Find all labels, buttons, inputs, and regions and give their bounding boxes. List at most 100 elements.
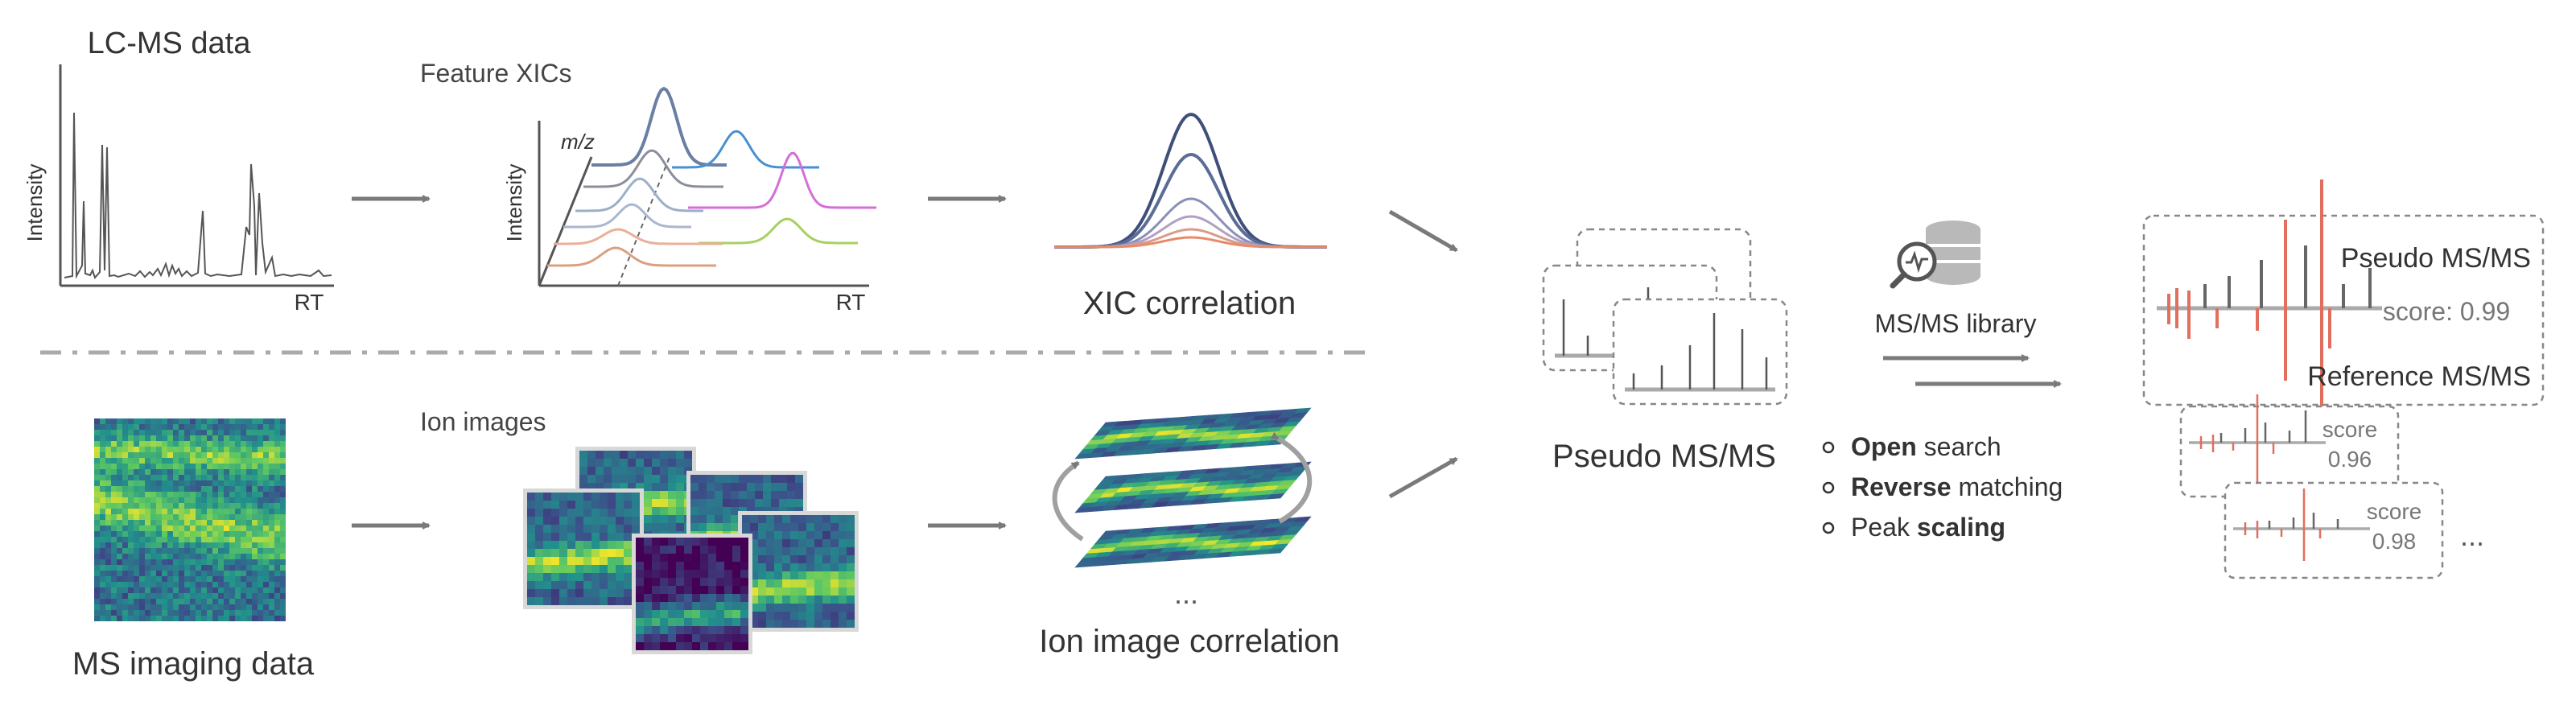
ion-pixel — [798, 612, 806, 620]
xics-xlabel: RT — [836, 290, 866, 315]
ion-pixel — [847, 604, 855, 612]
msi-pixel — [229, 430, 235, 435]
msi-pixel — [263, 492, 269, 497]
ion-pixel — [660, 626, 668, 634]
msi-pixel — [128, 469, 134, 475]
ion-pixel — [567, 549, 575, 557]
msi-pixel — [139, 469, 145, 475]
ion-pixel — [676, 562, 684, 570]
msi-pixel — [179, 424, 184, 430]
msi-pixel — [134, 587, 139, 593]
msi-pixel — [229, 542, 235, 548]
ion-pixel — [847, 515, 855, 523]
msi-pixel — [246, 441, 252, 447]
ion-pixel — [567, 517, 575, 525]
msi-pixel — [201, 458, 207, 464]
msi-pixel — [139, 593, 145, 599]
ion-pixel — [559, 501, 567, 509]
msi-pixel — [246, 526, 252, 531]
msi-pixel — [229, 565, 235, 571]
msi-pixel — [229, 599, 235, 604]
msi-pixel — [156, 582, 162, 587]
msi-pixel — [122, 430, 128, 435]
ion-pixel — [644, 642, 652, 650]
ion-pixel — [583, 493, 591, 501]
ion-pixel — [847, 563, 855, 571]
ion-pixel — [583, 565, 591, 573]
arrow-icon — [1388, 209, 1458, 253]
ion-pixel — [740, 586, 748, 594]
msi-pixel — [117, 554, 122, 559]
msi-pixel — [173, 542, 179, 548]
msi-pixel — [139, 464, 145, 469]
msi-pixel — [150, 418, 156, 424]
msi-pixel — [196, 548, 201, 554]
ion-pixel — [652, 578, 660, 586]
ion-pixel — [591, 501, 600, 509]
ion-pixel — [628, 483, 636, 491]
msi-pixel — [179, 464, 184, 469]
ion-pixel — [543, 573, 551, 581]
msi-pixel — [201, 616, 207, 621]
ion-pixel — [644, 562, 652, 570]
msi-pixel — [241, 587, 246, 593]
ion-pixel — [758, 523, 766, 531]
ion-pixel — [624, 581, 632, 589]
msi-pixel — [139, 604, 145, 610]
ion-pixel — [587, 459, 596, 467]
ion-pixel — [620, 467, 628, 475]
ion-pixel — [608, 573, 616, 581]
ion-plane — [1074, 407, 1312, 460]
msi-pixel — [235, 441, 241, 447]
msi-pixel — [134, 526, 139, 531]
ion-pixel — [766, 547, 774, 555]
msi-pixel — [196, 469, 201, 475]
ion-pixel — [758, 547, 766, 555]
msi-pixel — [207, 464, 212, 469]
ion-pixel — [600, 557, 608, 565]
msi-pixel — [207, 469, 212, 475]
msi-pixel — [94, 548, 100, 554]
msi-pixel — [201, 480, 207, 486]
msi-pixel — [179, 576, 184, 582]
msi-pixel — [134, 531, 139, 537]
msi-pixel — [173, 576, 179, 582]
ion-pixel — [822, 596, 831, 604]
msi-pixel — [117, 430, 122, 435]
ion-pixel — [839, 563, 847, 571]
ion-pixel — [551, 501, 559, 509]
ion-pixel — [636, 610, 644, 618]
msi-pixel — [190, 509, 196, 514]
msi-pixel — [94, 424, 100, 430]
ion-pixel — [608, 501, 616, 509]
msi-pixel — [156, 492, 162, 497]
msi-pixel — [190, 458, 196, 464]
msi-pixel — [184, 435, 190, 441]
msi-pixel — [111, 435, 117, 441]
msi-pixel — [263, 514, 269, 520]
ion-pixel — [831, 523, 839, 531]
ion-pixel — [758, 620, 766, 628]
msi-pixel — [263, 604, 269, 610]
msi-pixel — [241, 447, 246, 452]
ion-pixel — [700, 538, 708, 546]
msi-pixel — [235, 599, 241, 604]
msi-pixel — [184, 430, 190, 435]
msi-pixel — [179, 548, 184, 554]
msi-pixel — [269, 469, 274, 475]
msi-pixel — [111, 604, 117, 610]
msi-pixel — [201, 587, 207, 593]
msi-pixel — [122, 587, 128, 593]
ion-pixel — [567, 589, 575, 597]
msi-pixel — [212, 458, 218, 464]
msi-pixel — [196, 492, 201, 497]
ion-pixel — [652, 491, 660, 499]
ion-pixel — [723, 515, 731, 523]
msi-pixel — [274, 548, 280, 554]
ion-pixel — [591, 517, 600, 525]
ion-pixel — [731, 491, 739, 499]
msi-pixel — [258, 565, 263, 571]
msi-pixel — [246, 542, 252, 548]
ion-pixel — [774, 579, 782, 587]
msi-pixel — [139, 610, 145, 616]
